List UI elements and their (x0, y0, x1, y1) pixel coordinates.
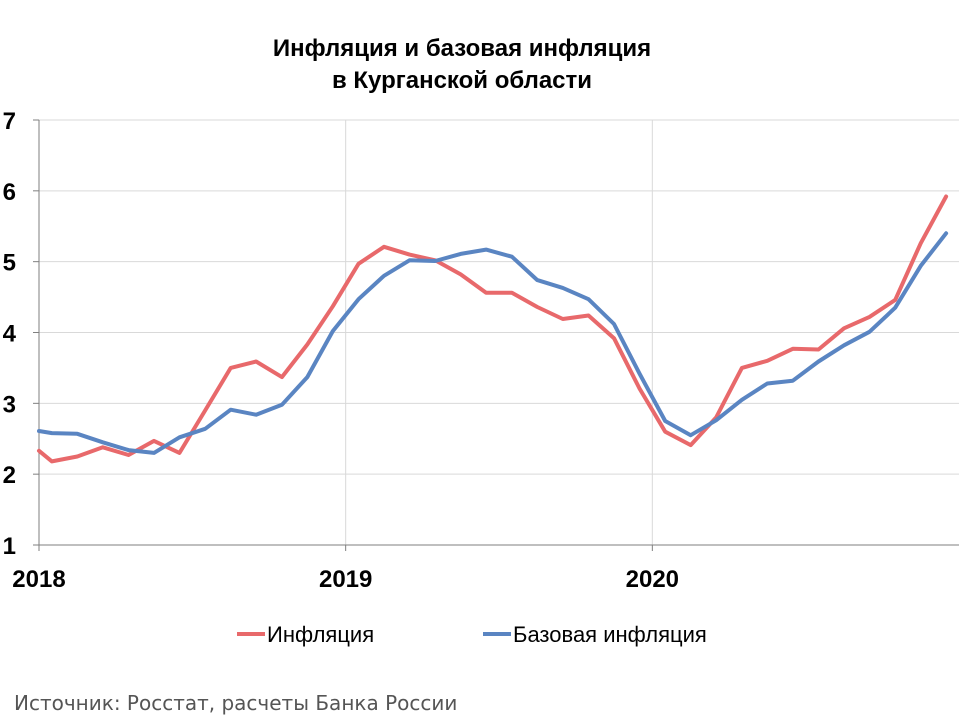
y-tick-label: 3 (3, 391, 16, 418)
chart-title-line-1: Инфляция и базовая инфляция (273, 35, 651, 62)
legend: Инфляция Базовая инфляция (237, 622, 707, 647)
x-tick-label: 2018 (12, 566, 65, 593)
x-axis-ticks: 2018 2019 2020 (12, 545, 679, 593)
grid (39, 119, 959, 545)
x-tick-label: 2019 (319, 566, 372, 593)
y-tick-label: 1 (3, 533, 16, 560)
y-axis-ticks: 1 2 3 4 5 6 7 (3, 108, 39, 560)
series-lines (37, 194, 949, 464)
series-line-1 (37, 194, 949, 464)
y-tick-label: 5 (3, 250, 16, 277)
series-line-2 (37, 231, 949, 455)
x-tick-label: 2020 (626, 566, 679, 593)
y-tick-label: 4 (3, 321, 17, 348)
chart-title-line-2: в Курганской области (332, 67, 592, 94)
source-note: Источник: Росстат, расчеты Банка России (14, 691, 458, 715)
legend-label: Инфляция (267, 622, 374, 647)
y-tick-label: 2 (3, 462, 16, 489)
legend-label: Базовая инфляция (513, 622, 707, 647)
y-tick-label: 6 (3, 179, 16, 206)
y-tick-label: 7 (3, 108, 16, 135)
